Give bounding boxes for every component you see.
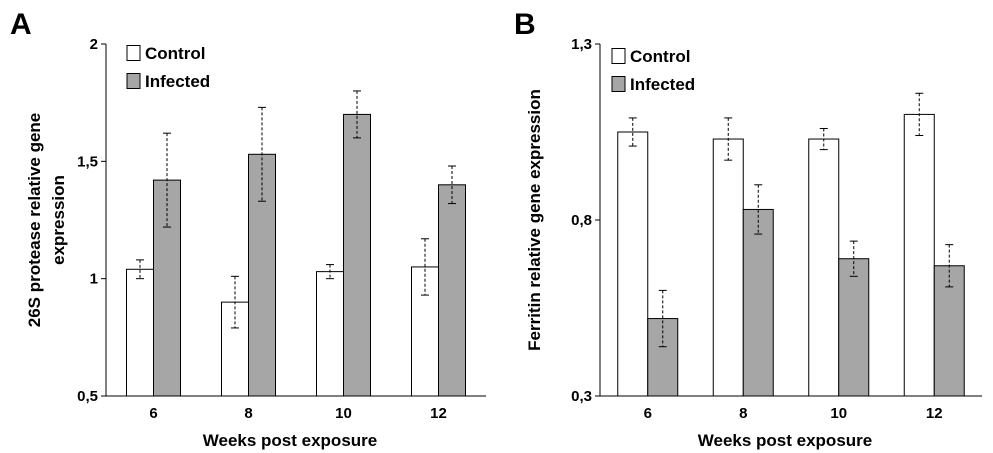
x-tick-label: 6 [644, 405, 652, 422]
y-axis-title-line: 26S protease relative gene [25, 113, 44, 328]
x-tick-label: 6 [149, 405, 157, 422]
x-tick-label: 8 [739, 405, 747, 422]
legend-swatch-infected [611, 76, 626, 92]
bar-infected [933, 265, 965, 397]
legend-swatch-infected [126, 73, 141, 89]
bar-infected [838, 258, 870, 397]
y-tick-label: 1 [90, 271, 98, 288]
bar-control [126, 268, 154, 397]
y-tick-label: 1,3 [571, 36, 592, 53]
legend-label-control: Control [145, 44, 205, 63]
bar-infected [153, 179, 181, 397]
bar-infected [742, 208, 774, 397]
bar-infected [248, 153, 276, 397]
x-tick-label: 8 [244, 405, 252, 422]
legend-swatch-control [611, 48, 626, 64]
x-tick-label: 12 [430, 405, 447, 422]
legend-label-infected: Infected [630, 75, 695, 94]
y-tick-label: 1,5 [77, 153, 98, 170]
y-tick-label: 0,8 [571, 212, 592, 229]
bar-control [808, 138, 840, 397]
panel-letter: A [10, 8, 32, 41]
x-tick-label: 10 [830, 405, 847, 422]
y-tick-label: 0,5 [77, 388, 98, 405]
bar-control [712, 138, 744, 397]
bar-infected [647, 318, 679, 397]
bar-control [316, 271, 344, 397]
y-axis-title-line: Ferritin relative gene expression [525, 89, 544, 351]
y-axis-title: Ferritin relative gene expression [525, 89, 544, 351]
x-tick-label: 10 [335, 405, 352, 422]
chart-panel-a: A 0,5 1 1,5 2 6 8 10 12 Weeks post exposure 26S pr… [10, 8, 486, 450]
bar-control [903, 113, 935, 397]
y-axis-title: 26S protease relative gene expression [25, 113, 68, 328]
legend-label-infected: Infected [145, 72, 210, 91]
chart-panel-b: B 0,3 0,8 1,3 6 8 10 12 Weeks post exposure Ferri… [514, 8, 982, 450]
legend-swatch-control [126, 45, 141, 61]
bar-control [221, 301, 249, 397]
bar-control [617, 131, 649, 397]
bar-infected [438, 184, 466, 397]
panel-letter: B [514, 8, 536, 41]
y-tick-label: 2 [90, 36, 98, 53]
y-axis-title-line: expression [49, 175, 68, 265]
legend-label-control: Control [630, 47, 690, 66]
x-axis-title: Weeks post exposure [203, 431, 377, 450]
x-axis-title: Weeks post exposure [698, 431, 872, 450]
y-tick-label: 0,3 [571, 388, 592, 405]
x-tick-label: 12 [926, 405, 943, 422]
bar-infected [343, 113, 371, 397]
